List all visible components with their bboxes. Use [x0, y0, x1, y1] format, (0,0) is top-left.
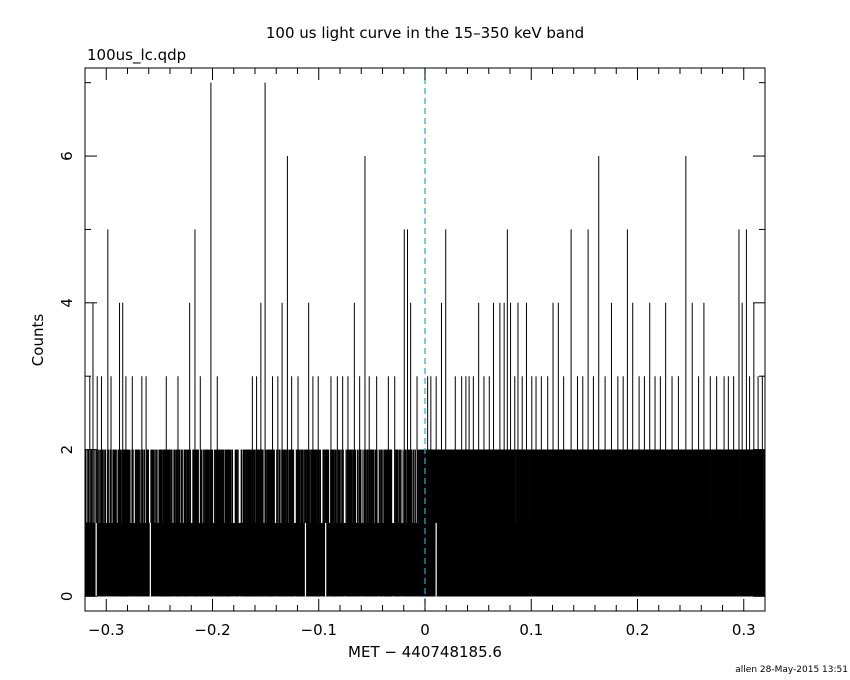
- chart-title: 100 us light curve in the 15–350 keV ban…: [266, 24, 584, 42]
- y-axis-label: Counts: [29, 314, 47, 367]
- x-tick-label: −0.3: [88, 621, 124, 639]
- y-tick-label: 0: [58, 592, 76, 602]
- x-tick-label: 0.1: [519, 621, 543, 639]
- x-tick-label: 0: [420, 621, 430, 639]
- x-tick-label: 0.3: [732, 621, 756, 639]
- x-axis-label: MET − 440748185.6: [348, 643, 502, 661]
- x-tick-label: −0.1: [301, 621, 337, 639]
- file-label: 100us_lc.qdp: [87, 46, 186, 65]
- x-tick-label: −0.2: [194, 621, 230, 639]
- y-tick-label: 4: [58, 298, 76, 308]
- x-tick-label: 0.2: [626, 621, 650, 639]
- bars-group: [85, 82, 766, 597]
- y-tick-label: 2: [58, 445, 76, 455]
- tick-labels: −0.3 −0.2 −0.1 0 0.1 0.2 0.3 0 2 4 6: [58, 151, 756, 639]
- timestamp-stamp: allen 28-May-2015 13:51: [735, 665, 848, 675]
- y-tick-label: 6: [58, 151, 76, 161]
- axis-ticks: [84, 68, 766, 611]
